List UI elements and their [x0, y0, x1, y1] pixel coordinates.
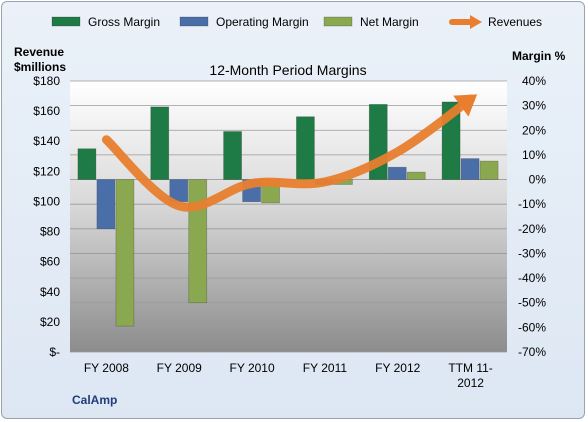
legend-label: Revenues [488, 15, 542, 29]
right-tick-label: 20% [522, 123, 546, 137]
right-tick-label: -20% [518, 222, 546, 236]
right-tick-label: -10% [518, 197, 546, 211]
left-tick-label: $140 [33, 134, 60, 148]
revenue-line-layer [101, 94, 478, 212]
left-axis-title-line1: Revenue [14, 45, 64, 59]
right-tick-label: 10% [522, 148, 546, 162]
revenue-line [101, 94, 476, 212]
x-tick-label: FY 2009 [157, 361, 202, 375]
bar-operating-margin [96, 179, 116, 230]
right-tick-label: -50% [518, 296, 546, 310]
left-tick-label: $100 [33, 194, 60, 208]
revenue-line-arrowhead [453, 94, 478, 117]
x-tick-label: TTM 11- [448, 361, 492, 375]
right-tick-label: -60% [518, 320, 546, 334]
legend-swatch-net-margin [323, 16, 353, 27]
right-tick-label: -30% [518, 246, 546, 260]
right-tick-label: 0% [529, 173, 547, 187]
legend-label: Net Margin [360, 15, 419, 29]
left-axis-ticks: $180 $160 $140 $120 $100 $80 $60 $40 $20 $- [33, 74, 60, 359]
left-tick-label: $160 [33, 104, 60, 118]
bar-operating-margin [387, 166, 407, 180]
bar-net-margin [188, 179, 208, 304]
x-tick-label: 2012 [457, 376, 484, 390]
chart-title: 12-Month Period Margins [209, 62, 366, 78]
legend-swatch-revenues-arrow [470, 15, 482, 29]
bar-gross-margin [223, 131, 242, 180]
left-tick-label: $180 [33, 74, 60, 88]
x-tick-label: FY 2008 [84, 361, 129, 375]
x-tick-label: FY 2012 [375, 361, 420, 375]
left-tick-label: $80 [40, 225, 60, 239]
left-tick-label: $60 [40, 255, 60, 269]
right-tick-label: -40% [518, 271, 546, 285]
legend: Gross Margin Operating Margin Net Margin Re… [51, 15, 542, 29]
right-tick-label: 30% [522, 99, 546, 113]
left-tick-label: $40 [40, 285, 60, 299]
x-tick-label: FY 2011 [303, 361, 348, 375]
bar-net-margin [406, 171, 426, 180]
bar-gross-margin [77, 148, 97, 180]
legend-swatch-gross-margin [51, 16, 81, 27]
bar-gross-margin [150, 106, 170, 180]
right-axis-ticks: 40% 30% 20% 10% 0% -10% -20% -30% -40% -50% -60% -7… [518, 74, 546, 359]
left-axis-title-line2: $millions [14, 60, 66, 74]
left-tick-label: $120 [33, 164, 60, 178]
bar-net-margin [115, 179, 135, 327]
legend-swatch-operating-margin [179, 16, 209, 27]
right-tick-label: 40% [522, 74, 546, 88]
x-axis-ticks: FY 2008 FY 2009 FY 2010 FY 2011 FY 2012 TTM 1… [84, 361, 493, 390]
left-tick-label: $20 [40, 315, 60, 329]
bar-gross-margin [296, 116, 315, 180]
left-tick-label: $- [49, 345, 60, 359]
legend-label: Operating Margin [216, 15, 309, 29]
right-axis-title: Margin % [512, 49, 566, 63]
bar-operating-margin [460, 158, 480, 180]
legend-label: Gross Margin [88, 15, 160, 29]
company-name: CalAmp [72, 393, 117, 407]
bar-net-margin [479, 160, 499, 180]
x-tick-label: FY 2010 [230, 361, 275, 375]
right-tick-label: -70% [518, 345, 546, 359]
